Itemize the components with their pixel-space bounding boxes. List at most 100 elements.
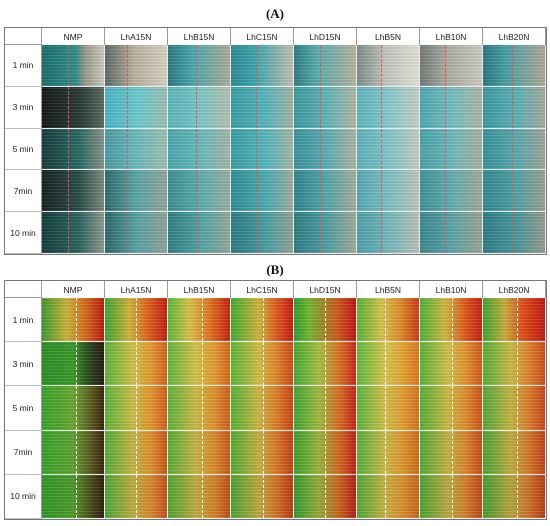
panel-b-col-header-lha15n: LhA15N	[105, 281, 168, 299]
dashed-front-line	[517, 474, 519, 518]
dashed-front-line	[255, 45, 257, 86]
dashed-front-line	[255, 128, 257, 170]
panel-a-image-lha15n-10-min	[105, 212, 168, 254]
panel-b-image-lhc15n-10-min	[231, 474, 294, 519]
dashed-front-line	[136, 430, 137, 474]
dashed-front-line	[68, 212, 70, 253]
image-texture	[483, 86, 545, 128]
image-texture	[168, 128, 230, 170]
dashed-front-line	[126, 45, 128, 86]
dashed-front-line	[195, 128, 197, 170]
panel-a-image-lhd15n-7min	[294, 170, 357, 213]
image-texture	[420, 128, 482, 170]
panel-a-image-lhb10n-7min	[420, 170, 483, 213]
dashed-front-line	[320, 45, 322, 86]
dashed-front-line	[517, 342, 519, 386]
image-texture	[420, 386, 482, 430]
panel-b-col-header-lhb5n: LhB5N	[357, 281, 420, 299]
dashed-front-line	[325, 474, 326, 518]
panel-a-image-lhb10n-3-min	[420, 86, 483, 129]
panel-b-col-header-lhb10n: LhB10N	[420, 281, 483, 299]
image-texture	[42, 474, 104, 518]
panel-a-row-label-10-min: 10 min	[5, 212, 42, 254]
panel-b-image-lhb10n-1-min	[420, 298, 483, 343]
panel-a-row-label-7min: 7min	[5, 170, 42, 213]
panel-b-image-lhb20n-5-min	[483, 386, 546, 431]
dashed-front-line	[202, 386, 204, 430]
dashed-front-line	[263, 386, 265, 430]
image-texture	[483, 212, 545, 253]
panel-b-image-lhb20n-10-min	[483, 474, 546, 519]
panel-b-image-lha15n-5-min	[105, 386, 168, 431]
dashed-front-line	[136, 474, 137, 518]
panel-b-image-nmp-7min	[42, 430, 105, 475]
panel-b-image-lhb10n-5-min	[420, 386, 483, 431]
panel-a-image-lha15n-1-min	[105, 45, 168, 87]
dashed-front-line	[452, 298, 454, 342]
image-texture	[357, 212, 419, 253]
image-texture	[420, 212, 482, 253]
image-texture	[357, 128, 419, 170]
panel-b-row-label-5-min: 5 min	[5, 386, 42, 431]
dashed-front-line	[444, 212, 446, 253]
dashed-front-line	[68, 128, 70, 170]
panel-a-image-lha15n-5-min	[105, 128, 168, 171]
dashed-front-line	[76, 298, 78, 342]
image-texture	[42, 298, 104, 342]
image-texture	[294, 128, 356, 170]
panel-a-col-header-lhb20n: LhB20N	[483, 28, 546, 46]
dashed-front-line	[202, 298, 204, 342]
image-texture	[483, 298, 545, 342]
image-texture	[231, 342, 293, 386]
image-texture	[168, 212, 230, 253]
dashed-front-line	[452, 474, 454, 518]
panel-a-image-nmp-10-min	[42, 212, 105, 254]
dashed-front-line	[517, 298, 519, 342]
panel-a-image-lhb10n-10-min	[420, 212, 483, 254]
image-texture	[42, 128, 104, 170]
dashed-front-line	[325, 298, 326, 342]
image-texture	[420, 86, 482, 128]
dashed-front-line	[136, 298, 137, 342]
dashed-front-line	[444, 128, 446, 170]
image-texture	[231, 128, 293, 170]
image-texture	[357, 386, 419, 430]
panel-a-col-header-lhc15n: LhC15N	[231, 28, 294, 46]
dashed-front-line	[76, 342, 78, 386]
image-texture	[420, 342, 482, 386]
image-texture	[168, 298, 230, 342]
panel-b-image-lha15n-3-min	[105, 342, 168, 387]
dashed-front-line	[126, 212, 128, 253]
panel-b-image-nmp-10-min	[42, 474, 105, 519]
dashed-front-line	[380, 170, 382, 212]
dashed-front-line	[255, 86, 257, 128]
dashed-front-line	[452, 386, 454, 430]
panel-b-image-lha15n-1-min	[105, 298, 168, 343]
dashed-front-line	[255, 212, 257, 253]
panel-a-image-lha15n-3-min	[105, 86, 168, 129]
panel-a-image-lhb10n-1-min	[420, 45, 483, 87]
panel-a-col-header-lhd15n: LhD15N	[294, 28, 357, 46]
image-texture	[105, 212, 167, 253]
panel-b-image-lhb20n-1-min	[483, 298, 546, 343]
panel-b-image-lha15n-10-min	[105, 474, 168, 519]
panel-a-image-lhb15n-3-min	[168, 86, 231, 129]
image-texture	[42, 430, 104, 474]
dashed-front-line	[325, 386, 326, 430]
dashed-front-line	[320, 128, 322, 170]
dashed-front-line	[320, 212, 322, 253]
panel-b-row-label-3-min: 3 min	[5, 342, 42, 387]
panel-b-image-lha15n-7min	[105, 430, 168, 475]
panel-b-image-lhd15n-3-min	[294, 342, 357, 387]
image-texture	[420, 430, 482, 474]
image-texture	[42, 170, 104, 212]
panel-a-image-lhb20n-10-min	[483, 212, 546, 254]
panel-b-row-label-7min: 7min	[5, 430, 42, 475]
image-texture	[231, 474, 293, 518]
panel-b-image-lhd15n-7min	[294, 430, 357, 475]
panel-b-image-lhb5n-7min	[357, 430, 420, 475]
image-texture	[357, 45, 419, 86]
panel-a-image-lhc15n-10-min	[231, 212, 294, 254]
panel-a-image-nmp-7min	[42, 170, 105, 213]
dashed-front-line	[452, 430, 454, 474]
